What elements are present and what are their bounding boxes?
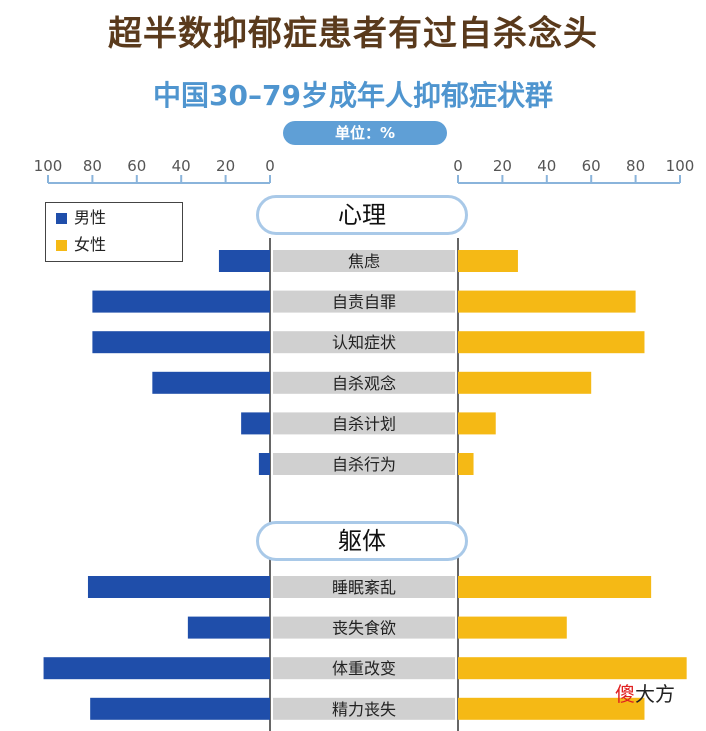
right-tick-label: 40 [537, 157, 556, 175]
section-label-somatic: 躯体 [256, 521, 468, 561]
legend-label-female: 女性 [74, 235, 107, 254]
male-bar [152, 371, 270, 394]
male-bar [43, 657, 271, 680]
right-tick-label: 20 [493, 157, 512, 175]
legend-label-male: 男性 [74, 208, 107, 227]
right-tick-label: 80 [626, 157, 645, 175]
category-label: 认知症状 [332, 333, 396, 352]
legend: 男性 女性 [45, 202, 183, 262]
right-tick-label: 100 [666, 157, 695, 175]
female-bar [458, 576, 652, 598]
female-bar [458, 616, 567, 639]
female-bar [458, 290, 636, 313]
left-tick-label: 20 [216, 157, 235, 175]
male-bar [87, 576, 271, 598]
female-bar [458, 412, 496, 435]
category-label: 丧失食欲 [332, 619, 396, 638]
male-bar [241, 412, 270, 435]
legend-item-female: 女性 [56, 234, 107, 256]
category-label-bg [273, 657, 455, 680]
right-tick-label: 60 [582, 157, 601, 175]
category-label-bg [273, 371, 455, 394]
male-bar [187, 616, 270, 639]
category-label-bg [273, 250, 455, 272]
category-label-bg [273, 616, 455, 639]
male-bar [90, 697, 271, 720]
left-tick-label: 40 [172, 157, 191, 175]
right-tick-label: 0 [453, 157, 463, 175]
unit-badge: 单位：% [283, 121, 447, 145]
category-label: 自杀计划 [332, 414, 396, 433]
male-bar [92, 290, 271, 313]
category-label: 自杀观念 [332, 374, 396, 393]
category-label-bg [273, 412, 455, 435]
left-tick-label: 0 [265, 157, 275, 175]
female-bar [458, 453, 474, 475]
left-tick-label: 100 [34, 157, 63, 175]
male-bar [218, 250, 270, 272]
category-label-bg [273, 453, 455, 475]
category-label: 焦虑 [348, 252, 380, 271]
legend-item-male: 男性 [56, 207, 107, 229]
chart-subtitle: 中国30–79岁成年人抑郁症状群 [153, 79, 553, 112]
category-label-bg [273, 331, 455, 354]
male-bar [92, 331, 271, 354]
category-label: 体重改变 [332, 659, 396, 678]
left-tick-label: 60 [127, 157, 146, 175]
section-label-psychological: 心理 [256, 195, 468, 235]
category-label: 自杀行为 [332, 455, 396, 474]
category-label: 睡眠紊乱 [332, 578, 396, 597]
female-bar [458, 250, 518, 272]
female-bar [458, 697, 645, 720]
category-label-bg [273, 697, 455, 720]
category-label-bg [273, 290, 455, 313]
chart-title: 超半数抑郁症患者有过自杀念头 [108, 14, 598, 54]
left-tick-label: 80 [83, 157, 102, 175]
watermark: 傻大方 [615, 682, 675, 706]
category-label: 自责自罪 [332, 293, 396, 312]
female-bar [458, 331, 645, 354]
category-label-bg [273, 576, 455, 598]
female-bar [458, 657, 687, 680]
legend-swatch-male [56, 213, 67, 224]
female-bar [458, 371, 592, 394]
legend-swatch-female [56, 240, 67, 251]
male-bar [258, 453, 270, 475]
category-label: 精力丧失 [332, 700, 396, 719]
